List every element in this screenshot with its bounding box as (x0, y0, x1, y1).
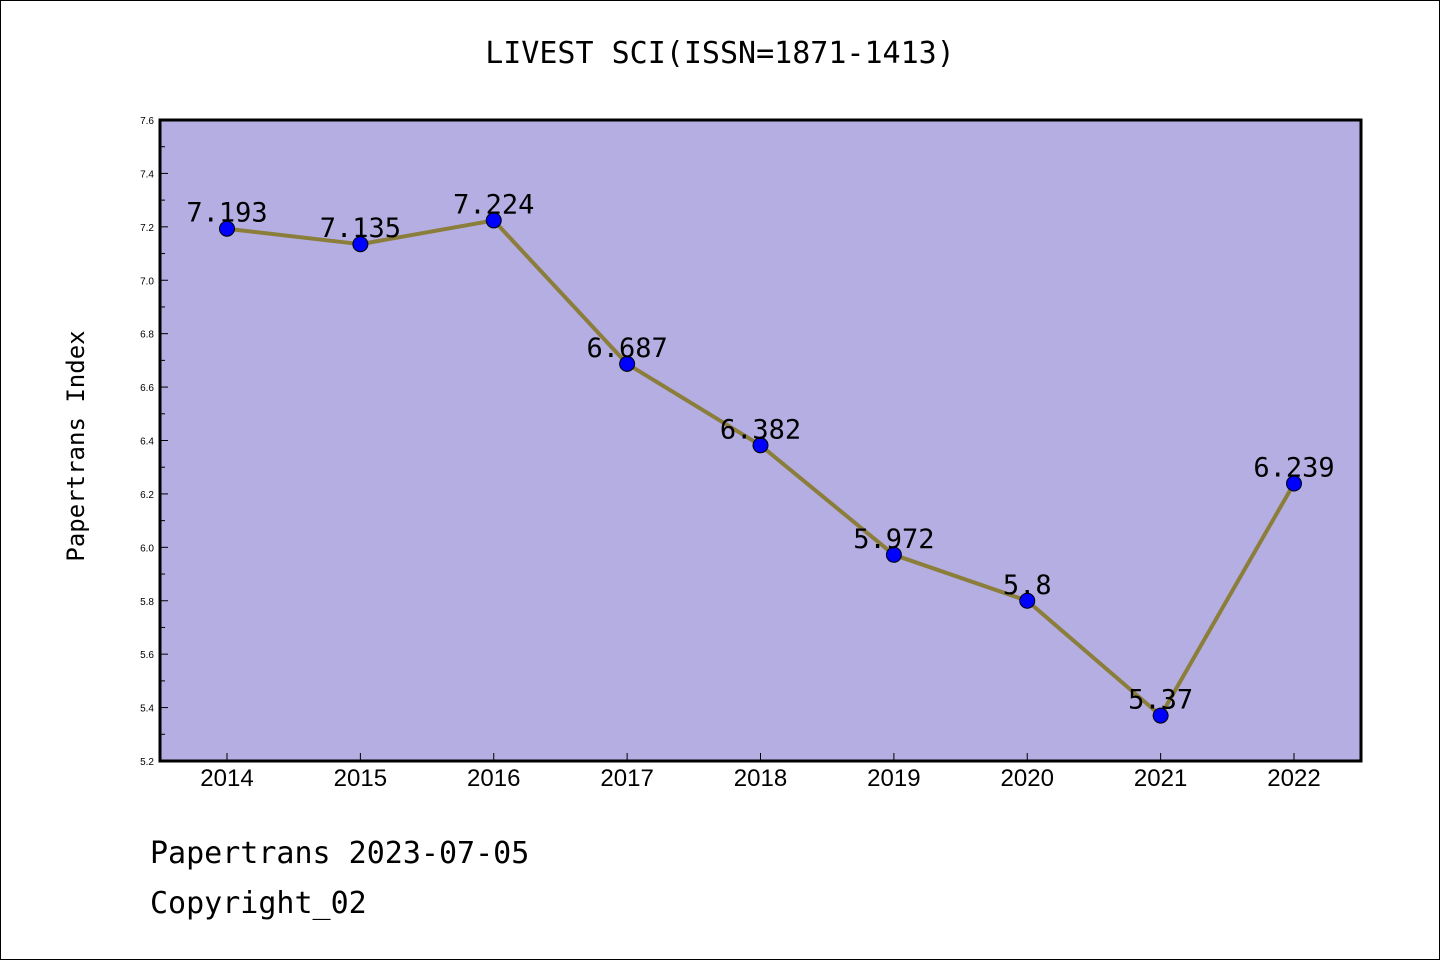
y-tick-label: 6.8 (140, 330, 154, 341)
y-tick-label: 7.4 (140, 169, 154, 180)
y-axis-ticks: 5.2 5.4 5.6 5.8 6.0 6.2 6.4 6.6 6.8 7.0 7.2 7.4 7.6 (140, 116, 168, 768)
x-tick-label: 2014 (200, 765, 253, 792)
data-point (885, 546, 902, 563)
y-tick-label: 5.8 (140, 597, 154, 608)
x-tick-label: 2018 (734, 765, 787, 792)
footer-copyright: Copyright_02 (150, 886, 367, 921)
y-tick-label: 6.2 (140, 490, 154, 501)
y-tick-label: 5.4 (140, 704, 154, 715)
data-label: 6.239 (1253, 453, 1334, 484)
data-point (619, 355, 636, 372)
data-point (752, 437, 769, 454)
data-point (485, 212, 502, 229)
y-tick-label: 7.6 (140, 116, 154, 127)
data-label: 6.687 (586, 333, 667, 364)
y-tick-label: 6.6 (140, 383, 154, 394)
footer-date: Papertrans 2023-07-05 (150, 836, 530, 871)
x-tick-label: 2019 (867, 765, 920, 792)
y-tick-label: 7.0 (140, 276, 154, 287)
data-label: 5.37 (1128, 685, 1193, 716)
x-tick-label: 2017 (600, 765, 653, 792)
y-tick-label: 5.6 (140, 650, 154, 661)
data-point (1152, 707, 1169, 724)
y-tick-label: 6.0 (140, 543, 154, 554)
data-point (352, 236, 369, 253)
data-label: 7.224 (453, 189, 534, 220)
chart-title: LIVEST SCI(ISSN=1871-1413) (485, 36, 955, 71)
plot-border (158, 118, 1363, 763)
y-tick-label: 6.4 (140, 437, 154, 448)
data-points (219, 212, 1302, 724)
data-labels: 7.193 7.135 7.224 6.687 6.382 5.972 5.8 5.37 6.2… (186, 189, 1334, 715)
x-tick-label: 2022 (1267, 765, 1320, 792)
x-tick-label: 2020 (1001, 765, 1054, 792)
y-tick-label: 7.2 (140, 223, 154, 234)
data-point (1019, 592, 1036, 609)
data-label: 7.135 (320, 213, 401, 244)
x-tick-label: 2015 (334, 765, 387, 792)
x-tick-label: 2021 (1134, 765, 1187, 792)
data-label: 7.193 (186, 198, 267, 229)
data-label: 6.382 (720, 414, 801, 445)
x-axis-ticks: 2014 2015 2016 2017 2018 2019 2020 2021 2022 (200, 753, 1321, 792)
data-label: 5.8 (1003, 570, 1052, 601)
y-tick-label: 5.2 (140, 757, 154, 768)
data-label: 5.972 (853, 524, 934, 555)
data-point (1286, 475, 1302, 492)
x-tick-label: 2016 (467, 765, 520, 792)
data-point (219, 220, 235, 237)
